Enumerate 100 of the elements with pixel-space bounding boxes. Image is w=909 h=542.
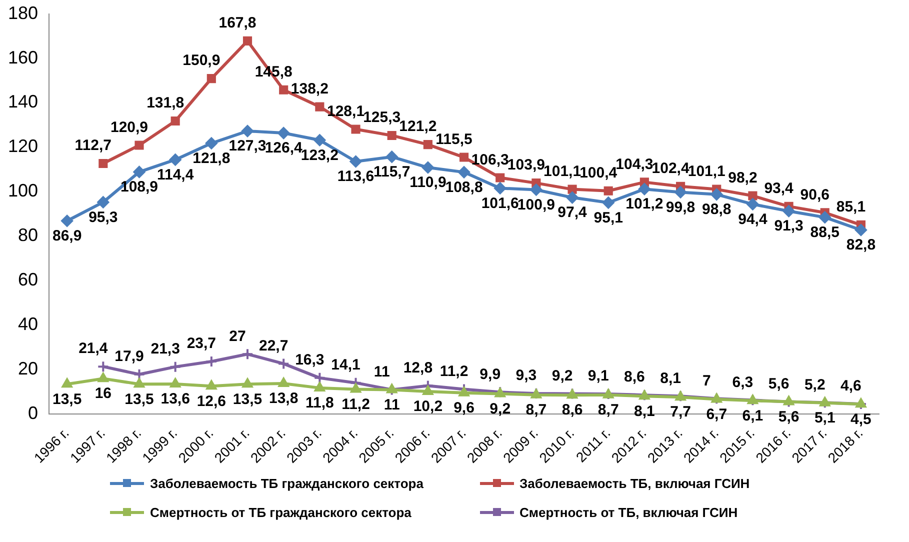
data-label: 8,7 bbox=[598, 401, 619, 418]
data-label: 12,6 bbox=[196, 392, 226, 410]
data-label: 6,3 bbox=[732, 374, 754, 391]
data-label: 9,9 bbox=[480, 366, 501, 383]
data-label: 8,1 bbox=[660, 370, 681, 387]
data-label: 99,8 bbox=[666, 198, 696, 216]
data-label: 97,4 bbox=[558, 204, 588, 222]
data-label: 100,4 bbox=[580, 164, 618, 182]
data-label: 101,1 bbox=[544, 162, 582, 180]
data-label: 110,9 bbox=[410, 174, 446, 192]
data-label: 114,4 bbox=[156, 166, 194, 184]
legend-label: Заболеваемость ТБ, включая ГСИН bbox=[520, 476, 750, 491]
data-label: 11,2 bbox=[342, 396, 370, 413]
data-label: 16 bbox=[94, 385, 112, 402]
y-tick-label: 140 bbox=[8, 92, 38, 112]
data-label: 4,5 bbox=[850, 410, 872, 428]
data-label: 14,1 bbox=[331, 356, 360, 374]
data-label: 98,2 bbox=[728, 169, 758, 186]
data-label: 98,8 bbox=[702, 201, 732, 218]
data-label: 11,2 bbox=[440, 362, 468, 380]
y-tick-label: 160 bbox=[8, 47, 38, 68]
data-label: 90,6 bbox=[800, 186, 830, 204]
data-label: 13,5 bbox=[52, 390, 82, 408]
data-label: 101,1 bbox=[688, 162, 726, 180]
data-label: 126,4 bbox=[264, 140, 304, 157]
data-label: 127,3 bbox=[228, 138, 266, 155]
data-label: 21,3 bbox=[150, 340, 180, 358]
data-label: 115,7 bbox=[373, 163, 410, 180]
data-label: 100,9 bbox=[517, 196, 555, 214]
y-tick-label: 120 bbox=[8, 136, 38, 156]
data-label: 91,3 bbox=[774, 218, 804, 235]
data-label: 9,6 bbox=[454, 399, 474, 416]
data-label: 27 bbox=[229, 328, 246, 345]
data-label: 86,9 bbox=[52, 228, 82, 245]
data-label: 8,1 bbox=[634, 402, 655, 420]
data-label: 101,6 bbox=[481, 194, 519, 212]
data-label: 22,7 bbox=[258, 337, 288, 354]
data-label: 125,3 bbox=[363, 109, 401, 126]
data-label: 7 bbox=[702, 372, 711, 390]
data-label: 9,3 bbox=[516, 367, 537, 384]
data-label: 11,8 bbox=[305, 394, 334, 412]
y-tick-label: 100 bbox=[8, 180, 38, 201]
data-label: 6,7 bbox=[706, 406, 728, 423]
data-label: 108,8 bbox=[445, 178, 483, 196]
data-label: 13,8 bbox=[268, 390, 298, 408]
legend-label: Заболеваемость ТБ гражданского сектора bbox=[150, 476, 424, 491]
data-label: 8,7 bbox=[526, 401, 547, 418]
data-label: 82,8 bbox=[846, 236, 876, 254]
data-label: 120,9 bbox=[110, 118, 148, 136]
data-label: 9,2 bbox=[552, 367, 573, 384]
data-label: 121,8 bbox=[192, 150, 230, 167]
data-label: 95,3 bbox=[88, 208, 118, 226]
data-label: 13,6 bbox=[160, 390, 190, 408]
data-label: 112,7 bbox=[74, 137, 112, 154]
data-label: 108,9 bbox=[120, 178, 158, 196]
data-label: 17,9 bbox=[114, 348, 144, 366]
data-label: 9,1 bbox=[588, 368, 609, 385]
data-label: 121,2 bbox=[399, 118, 437, 136]
data-label: 94,4 bbox=[738, 210, 768, 228]
data-label: 5,2 bbox=[804, 376, 826, 394]
data-label: 11 bbox=[374, 363, 390, 380]
data-label: 138,2 bbox=[290, 80, 328, 98]
data-label: 128,1 bbox=[326, 102, 365, 120]
data-label: 23,7 bbox=[186, 335, 216, 352]
data-label: 11 bbox=[384, 396, 400, 414]
data-label: 6,1 bbox=[742, 407, 764, 424]
data-label: 13,5 bbox=[124, 390, 154, 408]
data-label: 88,5 bbox=[810, 224, 840, 241]
data-label: 21,4 bbox=[78, 340, 108, 358]
data-label: 103,9 bbox=[507, 156, 545, 174]
data-label: 113,6 bbox=[337, 168, 374, 186]
data-label: 16,3 bbox=[295, 352, 324, 369]
data-label: 131,8 bbox=[146, 94, 184, 112]
y-tick-label: 180 bbox=[8, 2, 38, 23]
data-label: 5,1 bbox=[814, 409, 836, 426]
legend-label: Смертность от ТБ, включая ГСИН bbox=[520, 505, 738, 520]
data-label: 150,9 bbox=[182, 52, 220, 70]
data-label: 8,6 bbox=[562, 402, 583, 419]
data-label: 93,4 bbox=[764, 180, 794, 198]
data-label: 85,1 bbox=[836, 198, 866, 216]
y-tick-label: 0 bbox=[28, 403, 38, 424]
data-label: 7,7 bbox=[670, 404, 691, 421]
data-label: 8,6 bbox=[624, 368, 645, 386]
data-label: 104,3 bbox=[616, 156, 654, 173]
y-tick-label: 40 bbox=[18, 314, 38, 334]
data-label: 10,2 bbox=[413, 398, 443, 416]
data-label: 95,1 bbox=[594, 209, 623, 226]
data-label: 167,8 bbox=[218, 14, 256, 32]
data-label: 12,8 bbox=[403, 359, 433, 376]
y-tick-label: 20 bbox=[18, 358, 38, 379]
y-tick-label: 80 bbox=[18, 225, 38, 246]
legend-label: Смертность от ТБ гражданского сектора bbox=[150, 505, 412, 520]
data-label: 9,2 bbox=[490, 400, 511, 418]
data-label: 13,5 bbox=[232, 390, 262, 408]
data-label: 5,6 bbox=[778, 408, 800, 426]
y-tick-label: 60 bbox=[18, 270, 38, 290]
data-label: 106,3 bbox=[471, 151, 509, 168]
data-label: 4,6 bbox=[840, 378, 862, 395]
data-label: 102,4 bbox=[652, 160, 690, 178]
data-label: 115,5 bbox=[436, 130, 472, 148]
